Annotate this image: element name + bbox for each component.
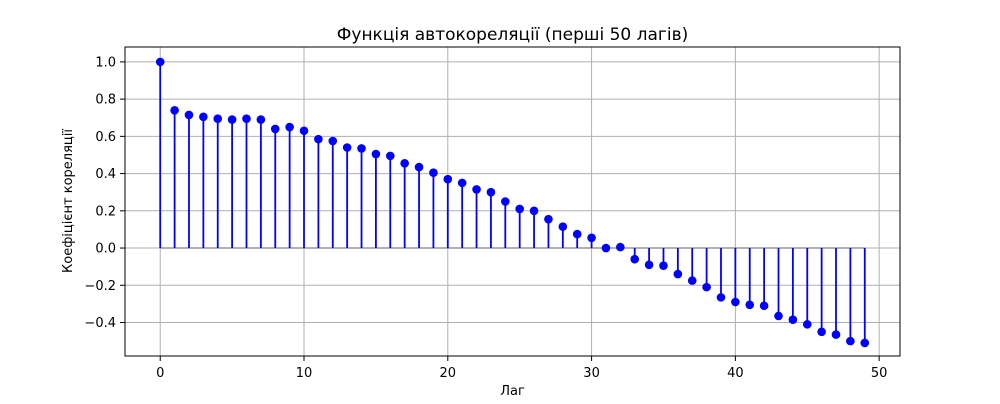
x-tick-label: 10 — [296, 366, 313, 381]
stem-layer — [159, 61, 866, 343]
stem-marker — [788, 315, 798, 325]
stem-marker — [270, 124, 280, 134]
stem-marker — [759, 301, 769, 311]
stem-marker — [199, 112, 208, 122]
stem-marker — [400, 159, 409, 168]
stem-marker — [860, 338, 870, 348]
stem-marker — [472, 185, 481, 194]
stem-marker — [831, 330, 841, 339]
stem-marker — [687, 276, 697, 285]
stem-marker — [285, 122, 294, 132]
stem-marker — [817, 327, 826, 337]
y-tick-label: 0.0 — [95, 242, 116, 257]
stem-marker — [529, 206, 539, 216]
stem-marker — [501, 197, 510, 206]
stem-marker — [659, 261, 668, 271]
stem-marker — [371, 149, 381, 159]
x-tick-label: 40 — [727, 366, 744, 381]
stem-marker — [616, 242, 625, 252]
stem-marker — [544, 214, 553, 224]
stem-marker — [802, 320, 812, 329]
y-tick-label: −0.4 — [84, 316, 116, 331]
x-tick-label: 50 — [871, 366, 888, 381]
stem-marker — [242, 114, 251, 123]
stem-marker — [314, 134, 323, 144]
y-tick-label: 0.6 — [95, 130, 116, 145]
stem-marker — [601, 243, 611, 253]
y-tick-label: −0.2 — [84, 279, 116, 294]
stem-marker — [227, 115, 237, 124]
y-tick-label: 1.0 — [95, 55, 116, 70]
y-tick-label: 0.2 — [95, 204, 116, 219]
stem-marker — [702, 282, 711, 292]
stem-marker — [443, 174, 453, 184]
stem-marker — [673, 269, 683, 279]
stem-marker — [213, 114, 223, 123]
stem-marker — [429, 168, 438, 177]
stem-marker — [587, 233, 596, 243]
x-tick-label: 20 — [440, 366, 457, 381]
stem-marker — [414, 162, 424, 172]
stem-marker — [184, 110, 194, 120]
stem-marker — [745, 300, 755, 310]
y-tick-label: 0.4 — [95, 167, 116, 182]
stem-marker — [486, 187, 496, 197]
y-axis-label: Коефіцієнт кореляції — [61, 129, 76, 273]
marker-layer — [155, 57, 870, 348]
plot-frame — [124, 46, 901, 357]
x-tick-label: 30 — [583, 366, 600, 381]
stem-marker — [357, 144, 366, 153]
stem-marker — [644, 260, 654, 270]
chart-title: Функція автокореляції (перші 50 лагів) — [337, 25, 688, 45]
stem-marker — [155, 57, 165, 67]
stem-marker — [774, 311, 783, 321]
stem-marker — [342, 143, 352, 152]
stem-marker — [846, 336, 855, 346]
x-axis-label: Лаг — [500, 384, 525, 399]
stem-marker — [385, 151, 395, 161]
stem-marker — [328, 136, 338, 146]
axes-layer: 0 10 20 30 40 50 −0.4 −0.2 0.0 0.2 0.4 0.6 0.8 1.0 — [84, 46, 901, 381]
stem-marker — [457, 178, 467, 188]
y-tick-label: 0.8 — [95, 93, 116, 108]
stem-marker — [572, 229, 582, 239]
stem-marker — [630, 254, 640, 264]
stem-marker — [170, 105, 179, 115]
stem-marker — [558, 222, 568, 231]
stem-marker — [515, 204, 524, 214]
stem-marker — [716, 293, 726, 302]
stem-marker — [299, 126, 309, 136]
stem-marker — [256, 115, 266, 124]
stem-marker — [731, 297, 740, 307]
x-tick-label: 0 — [156, 366, 164, 381]
